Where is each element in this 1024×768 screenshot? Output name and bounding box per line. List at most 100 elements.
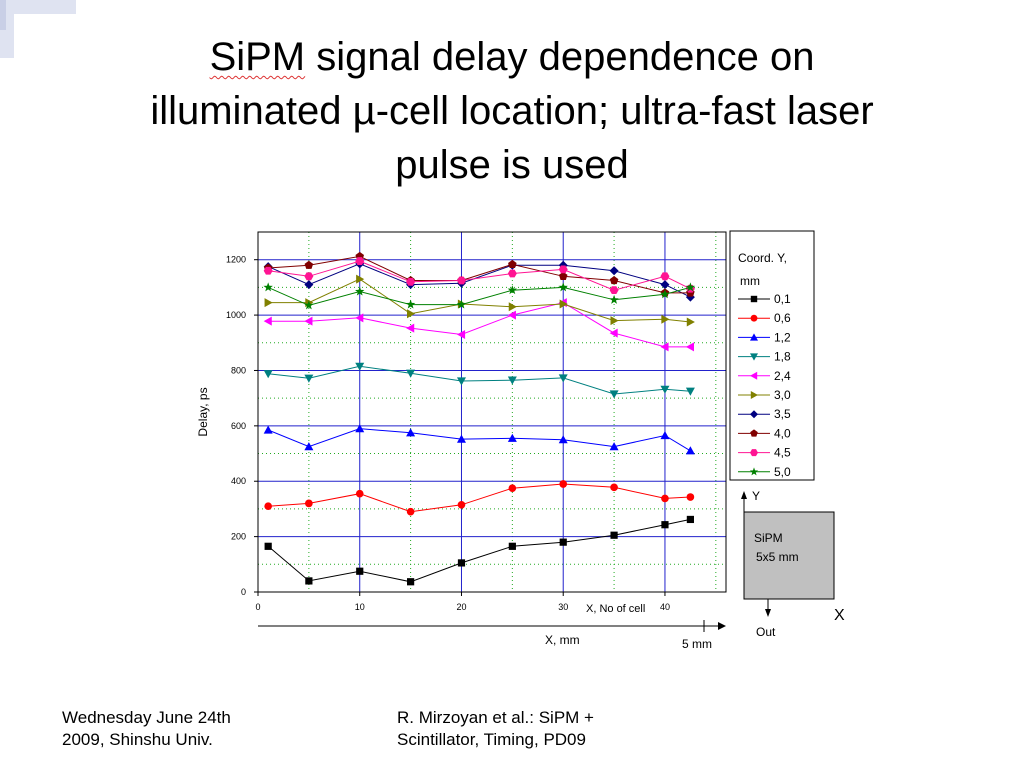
legend-label: 1,8: [774, 350, 791, 364]
corner-decoration-bar: [14, 0, 76, 14]
title-line-3: pulse is used: [395, 143, 629, 187]
series-line: [268, 278, 691, 323]
series-line: [268, 260, 691, 291]
data-point: [609, 294, 619, 304]
data-point: [507, 285, 518, 295]
series-line: [268, 302, 691, 348]
data-point: [263, 425, 273, 434]
data-point: [405, 299, 416, 309]
data-point: [304, 442, 314, 451]
y-axis-label: Delay, ps: [196, 387, 210, 436]
data-point: [264, 542, 272, 550]
inset-x-label: X: [834, 607, 845, 624]
data-point: [661, 494, 669, 503]
inset-out-label: Out: [756, 625, 776, 639]
series-line: [268, 365, 691, 395]
chart-grid: [258, 232, 726, 592]
legend-label: 0,6: [774, 311, 791, 325]
y-tick-label: 1000: [226, 310, 246, 320]
footer-date: Wednesday June 24th 2009, Shinshu Univ.: [62, 707, 231, 751]
legend-item: 3,5: [738, 407, 791, 421]
series-line: [268, 483, 691, 513]
legend-item: 3,0: [738, 388, 791, 402]
series-line: [267, 518, 691, 583]
data-point: [507, 269, 517, 278]
data-point: [661, 314, 670, 324]
data-point: [355, 313, 364, 323]
data-point: [263, 282, 273, 292]
data-point: [558, 435, 568, 444]
legend-label: 1,2: [774, 330, 791, 344]
data-point: [304, 316, 313, 326]
data-point: [407, 578, 415, 586]
legend-box: [729, 230, 815, 481]
data-point: [508, 484, 517, 492]
x-tick-label: 0: [255, 602, 260, 612]
data-point: [264, 502, 272, 510]
footer-reference-line-1: R. Mirzoyan et al.: SiPM +: [397, 708, 594, 727]
data-point: [304, 260, 314, 269]
scale-bar-length-label: 5 mm: [682, 637, 712, 651]
data-point: [507, 310, 516, 320]
data-point: [660, 289, 670, 299]
scale-bar: X, mm 5 mm: [258, 620, 726, 651]
data-point: [749, 467, 759, 476]
data-point: [508, 259, 517, 269]
data-point: [750, 314, 758, 322]
series-1-2: [263, 424, 695, 455]
data-point: [660, 342, 669, 352]
data-point: [407, 309, 416, 319]
data-point: [609, 286, 619, 295]
series-4-5: [263, 257, 695, 295]
data-point: [406, 323, 415, 333]
data-point: [610, 483, 618, 492]
data-point: [558, 265, 568, 274]
y-tick-label: 1200: [226, 255, 246, 265]
data-point: [686, 515, 694, 524]
legend-label: 4,0: [774, 426, 791, 440]
data-point: [609, 442, 619, 451]
x-axis-label: X, No of cell: [586, 603, 645, 615]
legend-title-unit: mm: [740, 274, 760, 288]
data-point: [686, 493, 695, 501]
data-point: [304, 272, 314, 281]
data-point: [355, 257, 365, 265]
footer-date-line-2: 2009, Shinshu Univ.: [62, 730, 213, 749]
data-point: [686, 317, 695, 327]
y-tick-label: 0: [241, 587, 246, 597]
legend-item: 4,5: [738, 446, 791, 460]
legend-item: 1,2: [738, 330, 791, 344]
data-point: [685, 387, 695, 396]
data-point: [507, 433, 517, 442]
data-point: [559, 538, 567, 546]
data-point: [660, 280, 670, 290]
data-point: [558, 271, 568, 280]
data-point: [456, 434, 466, 443]
legend-label: 5,0: [774, 465, 791, 479]
data-point: [750, 353, 758, 361]
data-point: [406, 507, 415, 516]
data-point: [456, 329, 466, 339]
series-line: [268, 428, 691, 452]
data-point: [264, 298, 273, 308]
plot-frame: [257, 231, 727, 593]
sipm-inset-diagram: Y SiPM 5x5 mm Out X: [741, 489, 845, 639]
data-point: [263, 370, 273, 379]
series-3-5: [263, 259, 695, 302]
data-point: [609, 328, 618, 338]
legend-label: 3,5: [774, 407, 791, 421]
data-point: [685, 282, 696, 292]
footer-date-line-1: Wednesday June 24th: [62, 708, 231, 727]
y-tick-label: 200: [231, 532, 246, 542]
scale-bar-x-label: X, mm: [545, 633, 580, 647]
data-point: [457, 500, 466, 509]
legend-item: 4,0: [738, 426, 791, 440]
data-point: [355, 286, 365, 296]
legend-item: 1,8: [738, 350, 791, 364]
title-sipm-word: SiPM: [209, 35, 306, 79]
y-tick-label: 800: [231, 365, 246, 375]
data-point: [355, 489, 364, 498]
data-point: [559, 480, 568, 488]
series-1-8: [263, 362, 695, 399]
